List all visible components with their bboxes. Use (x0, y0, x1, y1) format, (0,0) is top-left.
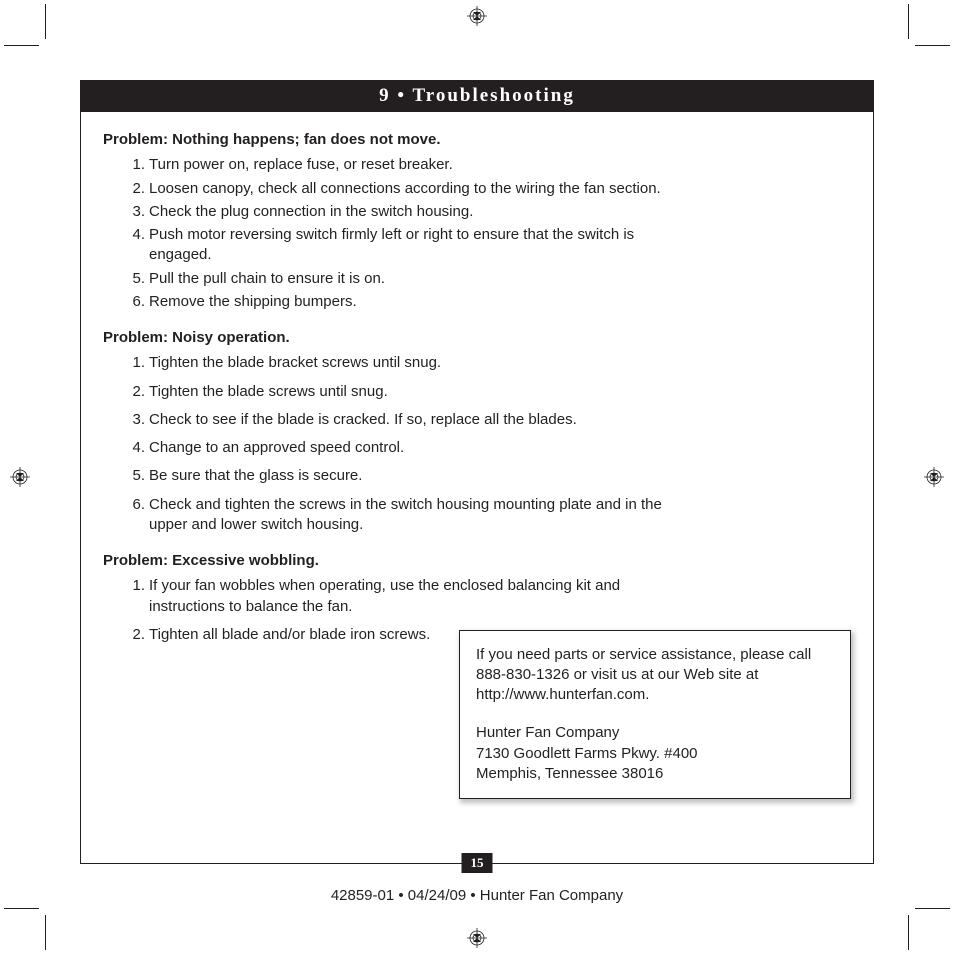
step-item: 5.Pull the pull chain to ensure it is on… (125, 269, 663, 289)
step-text: Remove the shipping bumpers. (149, 292, 663, 312)
step-item: 2.Loosen canopy, check all connections a… (125, 179, 663, 199)
step-number: 1. (125, 576, 145, 617)
crop-mark (915, 908, 950, 909)
crop-mark (45, 4, 46, 39)
crop-mark (45, 915, 46, 950)
step-text: Check to see if the blade is cracked. If… (149, 410, 663, 430)
step-item: 6.Remove the shipping bumpers. (125, 292, 663, 312)
step-item: 1.Turn power on, replace fuse, or reset … (125, 155, 663, 175)
step-number: 4. (125, 438, 145, 458)
steps-list: 1.Tighten the blade bracket screws until… (103, 353, 663, 535)
content-region: Problem: Nothing happens; fan does not m… (81, 112, 873, 645)
registration-mark-icon (467, 6, 487, 26)
step-item: 5.Be sure that the glass is secure. (125, 466, 663, 486)
step-item: 4.Change to an approved speed control. (125, 438, 663, 458)
page-number-rule (449, 863, 462, 864)
step-item: 2.Tighten the blade screws until snug. (125, 382, 663, 402)
step-number: 5. (125, 466, 145, 486)
section-header: 9 • Troubleshooting (81, 81, 873, 112)
step-number: 2. (125, 382, 145, 402)
step-text: Push motor reversing switch firmly left … (149, 225, 663, 266)
crop-mark (908, 4, 909, 39)
step-number: 5. (125, 269, 145, 289)
step-text: Loosen canopy, check all connections acc… (149, 179, 663, 199)
crop-mark (915, 45, 950, 46)
registration-mark-icon (10, 467, 30, 487)
step-text: Tighten the blade bracket screws until s… (149, 353, 663, 373)
info-address-text: Hunter Fan Company 7130 Goodlett Farms P… (476, 723, 834, 784)
problem-block: Problem: Noisy operation. 1.Tighten the b… (103, 328, 851, 535)
step-text: If your fan wobbles when operating, use … (149, 576, 663, 617)
step-number: 1. (125, 353, 145, 373)
step-text: Be sure that the glass is secure. (149, 466, 663, 486)
problem-title: Problem: Noisy operation. (103, 328, 851, 348)
crop-mark (4, 45, 39, 46)
step-text: Pull the pull chain to ensure it is on. (149, 269, 663, 289)
footer-text: 42859-01 • 04/24/09 • Hunter Fan Company (80, 887, 874, 904)
steps-list: 1.Turn power on, replace fuse, or reset … (103, 155, 663, 312)
step-number: 3. (125, 202, 145, 222)
problem-title: Problem: Excessive wobbling. (103, 551, 851, 571)
page-number: 15 (462, 853, 493, 873)
step-number: 2. (125, 179, 145, 199)
step-text: Change to an approved speed control. (149, 438, 663, 458)
step-number: 6. (125, 292, 145, 312)
step-number: 4. (125, 225, 145, 266)
step-text: Tighten the blade screws until snug. (149, 382, 663, 402)
step-item: 1.Tighten the blade bracket screws until… (125, 353, 663, 373)
page-frame: 9 • Troubleshooting Problem: Nothing hap… (80, 80, 874, 864)
step-item: 4.Push motor reversing switch firmly lef… (125, 225, 663, 266)
step-number: 6. (125, 495, 145, 536)
step-item: 3.Check to see if the blade is cracked. … (125, 410, 663, 430)
step-text: Check and tighten the screws in the swit… (149, 495, 663, 536)
step-item: 1.If your fan wobbles when operating, us… (125, 576, 663, 617)
step-number: 1. (125, 155, 145, 175)
step-text: Turn power on, replace fuse, or reset br… (149, 155, 663, 175)
info-assistance-text: If you need parts or service assistance,… (476, 645, 834, 706)
info-box: If you need parts or service assistance,… (459, 630, 851, 800)
crop-mark (908, 915, 909, 950)
registration-mark-icon (924, 467, 944, 487)
step-item: 6.Check and tighten the screws in the sw… (125, 495, 663, 536)
step-number: 3. (125, 410, 145, 430)
step-number: 2. (125, 625, 145, 645)
problem-title: Problem: Nothing happens; fan does not m… (103, 130, 851, 150)
step-text: Check the plug connection in the switch … (149, 202, 663, 222)
page-number-rule (493, 863, 506, 864)
registration-mark-icon (467, 928, 487, 948)
step-item: 3.Check the plug connection in the switc… (125, 202, 663, 222)
crop-mark (4, 908, 39, 909)
problem-block: Problem: Nothing happens; fan does not m… (103, 130, 851, 312)
